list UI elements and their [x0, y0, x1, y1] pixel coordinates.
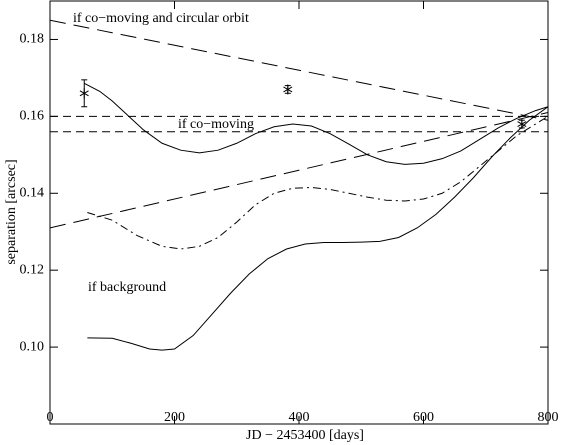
data-point — [517, 119, 527, 130]
plot-frame — [49, 0, 549, 425]
y-tick-label: 0.16 — [20, 109, 45, 124]
annotation: if co−moving and circular orbit — [73, 11, 249, 26]
y-tick-label: 0.12 — [20, 262, 45, 277]
y-axis-label: separation [arcsec] — [4, 159, 19, 264]
data-point — [283, 84, 293, 95]
y-tick-label: 0.14 — [20, 185, 45, 200]
x-axis-label: JD − 2453400 [days] — [246, 428, 364, 443]
model-line — [87, 106, 548, 351]
asterisk-stroke — [517, 121, 527, 127]
model-line — [50, 112, 548, 229]
model-line — [50, 19, 548, 121]
y-tick-label: 0.10 — [20, 339, 45, 354]
annotation: if background — [88, 280, 166, 295]
model-line — [87, 115, 548, 250]
asterisk-stroke — [283, 86, 293, 93]
y-tick-label: 0.18 — [20, 32, 45, 47]
annotation: if co−moving — [178, 117, 254, 132]
asterisk-stroke — [79, 90, 89, 97]
data-point — [79, 88, 89, 99]
model-line — [84, 82, 548, 165]
